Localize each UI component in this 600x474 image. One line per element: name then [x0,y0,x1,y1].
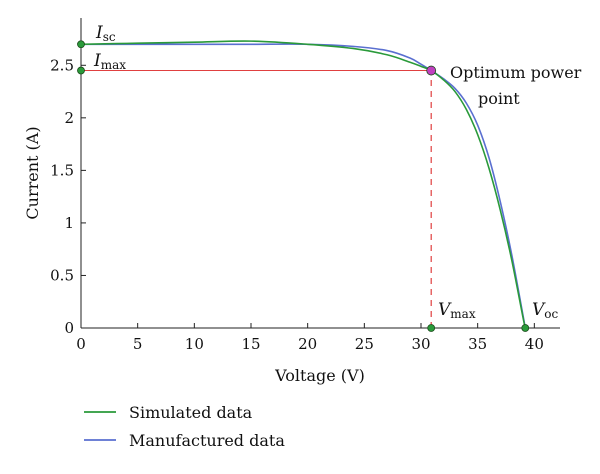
isc-label: Isc [95,23,116,44]
x-tick-label: 5 [133,335,143,353]
voc-point [521,324,530,332]
y-tick-label: 1 [64,214,74,232]
imax-label-main: I [93,51,101,71]
optimum-label-line2: point [478,89,520,108]
y-axis-label: Current (A) [23,126,42,219]
voc-label-main: V [532,300,546,320]
legend-label-simulated: Simulated data [129,403,253,422]
x-tick-label: 20 [298,335,317,353]
imax-label: Imax [93,51,126,72]
y-tick-label: 2 [64,109,74,127]
series-line-simulated [80,40,527,329]
imax-point [77,66,85,75]
voc-label: Voc [532,300,559,321]
voc-label-sub: oc [544,307,558,321]
x-axis-label: Voltage (V) [274,366,365,385]
x-tick-label: 10 [185,335,204,353]
y-tick-label: 0 [64,319,74,337]
y-tick-label: 0.5 [50,266,74,284]
vmax-label-sub: max [450,307,476,321]
x-tick-label: 0 [76,335,86,353]
y-tick-label: 2.5 [50,56,74,74]
x-tick-label: 35 [468,335,487,353]
marker-group [77,40,530,332]
x-tick-label: 25 [355,335,374,353]
optimum-point [426,65,437,76]
y-tick-label: 1.5 [50,161,74,179]
x-tick-label: 30 [411,335,430,353]
optimum-label-line1: Optimum power [450,63,582,82]
x-tick-label: 40 [525,335,544,353]
x-tick-label: 15 [241,335,260,353]
isc-label-sub: sc [103,30,116,44]
y-tick-group: 0 0.5 1 1.5 2 2.5 [50,56,86,337]
imax-label-sub: max [101,58,127,72]
isc-point [77,40,85,49]
vmax-label: Vmax [438,300,476,321]
legend-label-manufactured: Manufactured data [129,431,285,450]
vmax-label-main: V [438,300,452,320]
isc-label-main: I [95,23,103,43]
x-tick-group: 0 5 10 15 20 25 30 35 40 [76,323,544,353]
vmax-point [427,324,436,332]
legend: Simulated data Manufactured data [84,403,285,450]
series-line-manufactured [80,43,527,329]
